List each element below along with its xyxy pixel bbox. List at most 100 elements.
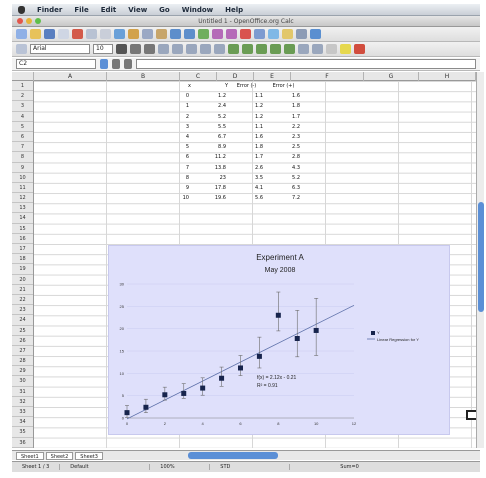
- function-wizard-icon[interactable]: [100, 59, 108, 69]
- header-cell[interactable]: x: [188, 83, 191, 90]
- print-icon[interactable]: [86, 29, 97, 39]
- row-header[interactable]: 23: [12, 305, 33, 316]
- italic-icon[interactable]: [130, 44, 141, 54]
- row-header[interactable]: 8: [12, 152, 33, 163]
- horizontal-scrollbar-thumb[interactable]: [188, 452, 278, 459]
- table-cell[interactable]: 4: [185, 134, 189, 141]
- status-zoom[interactable]: 100%: [150, 464, 211, 470]
- row-header[interactable]: 33: [12, 407, 33, 418]
- column-header[interactable]: C: [180, 72, 217, 81]
- table-cell[interactable]: 1.6: [292, 93, 300, 100]
- select-all-corner[interactable]: [12, 72, 34, 81]
- row-header[interactable]: 26: [12, 336, 33, 346]
- table-cell[interactable]: 8: [185, 174, 189, 181]
- print-preview-icon[interactable]: [100, 29, 111, 39]
- delete-decimal-icon[interactable]: [284, 44, 295, 54]
- row-header[interactable]: 13: [12, 203, 33, 214]
- table-cell[interactable]: 1.7: [255, 154, 263, 161]
- table-cell[interactable]: 1.6: [255, 134, 263, 141]
- paste-icon[interactable]: [156, 29, 167, 39]
- gallery-icon[interactable]: [282, 29, 293, 39]
- table-cell[interactable]: 11.2: [214, 154, 226, 161]
- hyperlink-icon[interactable]: [198, 29, 209, 39]
- chart-icon[interactable]: [240, 29, 251, 39]
- table-cell[interactable]: 8.9: [218, 144, 226, 151]
- row-header[interactable]: 27: [12, 346, 33, 357]
- font-size-select[interactable]: 10: [93, 44, 113, 54]
- spellcheck-icon[interactable]: [114, 29, 125, 39]
- row-header[interactable]: 9: [12, 163, 33, 173]
- row-header[interactable]: 30: [12, 376, 33, 387]
- row-header[interactable]: 1: [12, 81, 33, 92]
- minimize-icon[interactable]: [26, 18, 32, 24]
- undo-icon[interactable]: [170, 29, 181, 39]
- row-header[interactable]: 5: [12, 122, 33, 132]
- row-header[interactable]: 21: [12, 285, 33, 295]
- table-cell[interactable]: 2: [185, 113, 189, 120]
- table-cell[interactable]: 5.5: [218, 123, 226, 130]
- draw-functions-icon[interactable]: [254, 29, 265, 39]
- zoom-icon[interactable]: [296, 29, 307, 39]
- column-header[interactable]: H: [419, 72, 476, 81]
- name-box[interactable]: C2: [16, 59, 96, 69]
- row-header[interactable]: 4: [12, 112, 33, 122]
- table-cell[interactable]: 9: [185, 184, 189, 191]
- table-cell[interactable]: 1.1: [255, 123, 263, 130]
- status-mode[interactable]: STD: [210, 464, 291, 470]
- menu-item[interactable]: Edit: [100, 5, 117, 14]
- open-folder-icon[interactable]: [30, 29, 41, 39]
- table-cell[interactable]: 19.6: [214, 195, 226, 202]
- scrollbar-thumb[interactable]: [478, 202, 484, 312]
- row-header[interactable]: 19: [12, 264, 33, 275]
- align-left-icon[interactable]: [158, 44, 169, 54]
- standard-format-icon[interactable]: [256, 44, 267, 54]
- column-header[interactable]: E: [254, 72, 291, 81]
- row-header[interactable]: 35: [12, 427, 33, 438]
- percent-icon[interactable]: [242, 44, 253, 54]
- row-header[interactable]: 16: [12, 234, 33, 244]
- sheet-tab[interactable]: Sheet3: [75, 451, 103, 460]
- copy-icon[interactable]: [142, 29, 153, 39]
- table-cell[interactable]: 1.7: [292, 113, 300, 120]
- table-cell[interactable]: 2.5: [292, 144, 300, 151]
- row-header[interactable]: 15: [12, 224, 33, 234]
- row-header[interactable]: 34: [12, 417, 33, 428]
- table-cell[interactable]: 3: [185, 123, 189, 130]
- table-cell[interactable]: 2.2: [292, 123, 300, 130]
- table-cell[interactable]: 17.8: [214, 184, 226, 191]
- sort-descending-icon[interactable]: [226, 29, 237, 39]
- table-cell[interactable]: 0: [185, 93, 189, 100]
- row-header[interactable]: 7: [12, 142, 33, 153]
- table-cell[interactable]: 1.2: [218, 93, 226, 100]
- font-color-icon[interactable]: [354, 44, 365, 54]
- table-cell[interactable]: 1.2: [255, 113, 263, 120]
- help-icon[interactable]: [310, 29, 321, 39]
- background-color-icon[interactable]: [340, 44, 351, 54]
- table-cell[interactable]: 1.1: [255, 93, 263, 100]
- close-icon[interactable]: [17, 18, 23, 24]
- header-cell[interactable]: Error (+): [272, 83, 295, 90]
- export-pdf-icon[interactable]: [72, 29, 83, 39]
- redo-icon[interactable]: [184, 29, 195, 39]
- table-cell[interactable]: 1: [185, 103, 189, 110]
- menu-item[interactable]: Help: [225, 5, 244, 14]
- table-cell[interactable]: 2.3: [292, 134, 300, 141]
- menu-item[interactable]: Finder: [37, 5, 63, 14]
- table-cell[interactable]: 10: [182, 195, 189, 202]
- chart[interactable]: 0 5 10 15 20 25 30 0 2 4 6 8 10 12 Experiment A May …: [108, 245, 450, 435]
- sheet-tab[interactable]: Sheet1: [16, 451, 44, 460]
- table-cell[interactable]: 4.3: [292, 164, 300, 171]
- table-cell[interactable]: 2.4: [218, 103, 226, 110]
- sheet-tab[interactable]: Sheet2: [45, 451, 74, 460]
- row-header[interactable]: 20: [12, 275, 33, 285]
- table-cell[interactable]: 1.2: [255, 103, 263, 110]
- column-header[interactable]: A: [34, 72, 107, 81]
- row-header[interactable]: 17: [12, 244, 33, 255]
- row-header[interactable]: 10: [12, 173, 33, 183]
- row-header[interactable]: 14: [12, 213, 33, 224]
- table-cell[interactable]: 6.3: [292, 184, 300, 191]
- table-cell[interactable]: 7.2: [292, 195, 300, 202]
- row-header[interactable]: 25: [12, 326, 33, 336]
- merge-cells-icon[interactable]: [214, 44, 225, 54]
- menu-item[interactable]: File: [74, 5, 89, 14]
